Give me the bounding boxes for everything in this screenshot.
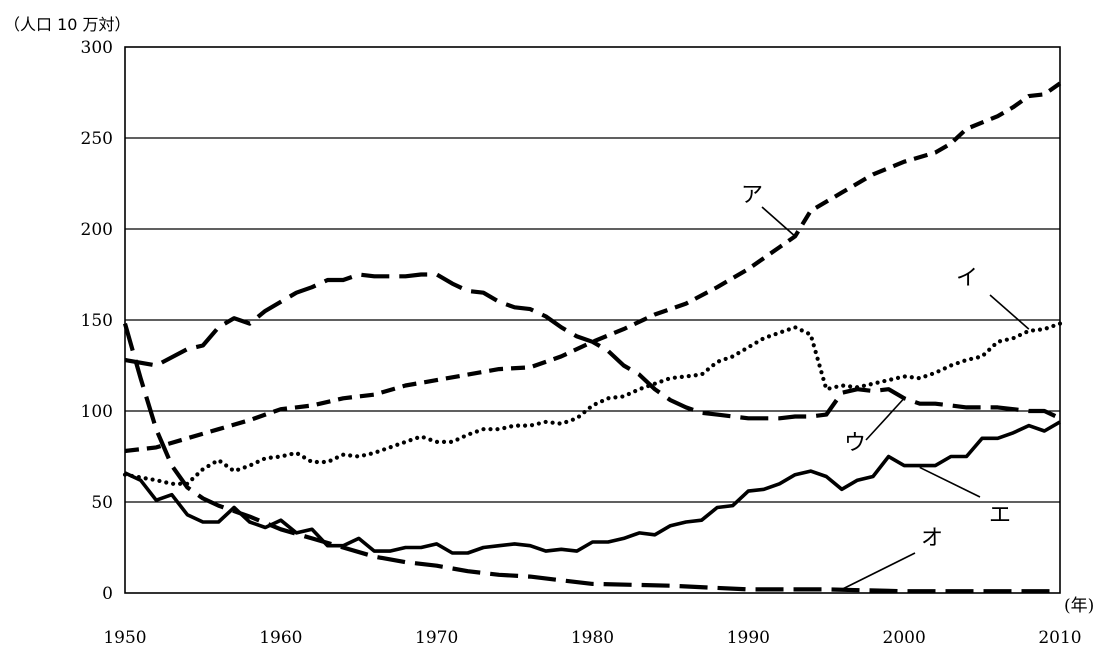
y-tick-label: 50 [91,493,113,513]
y-tick-label: 200 [81,220,113,240]
series-label: イ [956,266,978,291]
series-line-3 [124,272,1061,421]
leader-line [841,552,916,591]
x-axis-unit-label: (年) [1064,596,1094,616]
annotation-leaders [761,206,1030,591]
x-tick-label: 1990 [727,628,770,648]
y-axis-unit-label: （人口 10 万対） [4,15,131,34]
x-tick-label: 1950 [103,628,146,648]
series-line-4 [124,420,1061,555]
y-tick-label: 250 [81,129,113,149]
y-tick-label: 100 [81,402,113,422]
x-tick-labels: 1950 1960 1970 1980 1990 2000 2010 [103,628,1081,648]
series-line-2 [122,321,1063,486]
leader-line [761,206,796,237]
leader-line [919,466,981,498]
x-tick-label: 1980 [571,628,614,648]
x-tick-label: 1970 [415,628,458,648]
plot-frame [124,46,1061,594]
series-lines [122,81,1063,594]
y-tick-label: 150 [81,311,113,331]
y-tick-label: 0 [102,584,113,604]
series-label: オ [921,526,943,551]
series-line-5 [122,323,1060,594]
leader-line [989,294,1030,330]
x-tick-label: 2010 [1038,628,1081,648]
x-tick-label: 2000 [883,628,926,648]
x-tick-label: 1960 [259,628,302,648]
series-line-1 [124,81,1062,454]
series-label: ウ [844,431,866,456]
y-tick-labels: 0 50 100 150 200 250 300 [81,38,113,604]
y-tick-label: 300 [81,38,113,58]
leader-line [865,397,905,441]
series-label: エ [989,503,1011,528]
series-label: ア [741,183,763,208]
gridlines [125,137,1060,503]
